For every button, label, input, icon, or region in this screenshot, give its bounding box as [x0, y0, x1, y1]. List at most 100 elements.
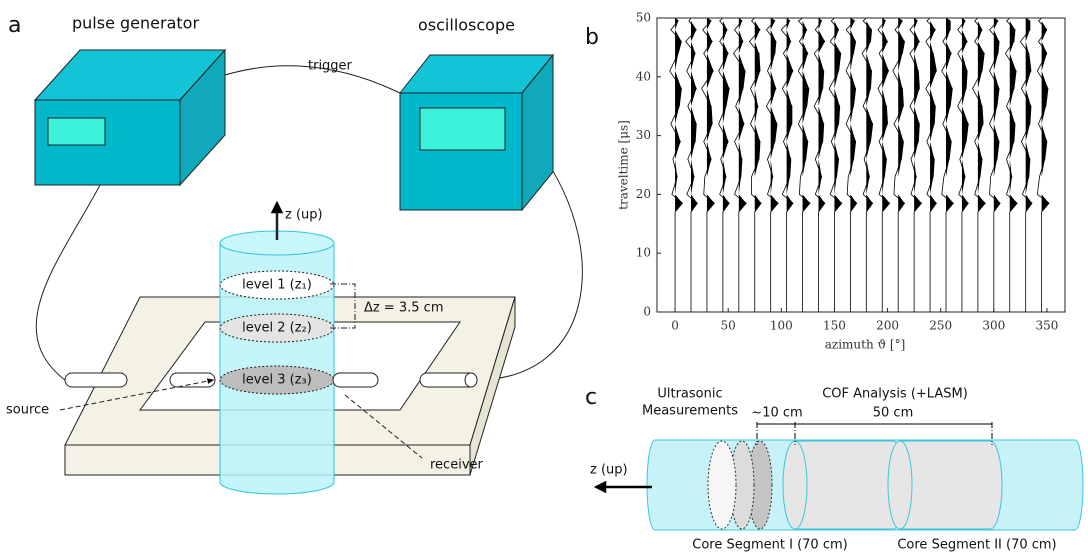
trace-fill [802, 18, 810, 312]
y-axis-label: traveltime [μs] [617, 120, 631, 210]
trigger-wire [224, 65, 401, 94]
x-tick-label: 350 [1035, 319, 1058, 333]
trace [845, 17, 858, 312]
label: Ultrasonic [657, 387, 722, 402]
trace [701, 17, 715, 312]
us-disk [729, 440, 755, 530]
label: z (up) [590, 463, 628, 478]
x-tick-label: 50 [721, 319, 736, 333]
screen [47, 117, 106, 146]
label: ~10 cm [751, 406, 802, 421]
segment [899, 440, 1003, 530]
label: oscilloscope [418, 16, 515, 35]
trace [733, 17, 747, 312]
trace-fill [691, 18, 698, 312]
trace-fill [946, 18, 954, 312]
y-tick-label: 30 [636, 128, 651, 142]
trace [909, 17, 923, 312]
trace [925, 17, 937, 312]
chart: azimuth ϑ [°] traveltime [μs] 0 10 20 30 40 5… [617, 11, 1066, 352]
frame-side [469, 296, 516, 476]
trace-fill [961, 18, 969, 312]
panel-label: c [585, 385, 597, 410]
trace-fill [675, 18, 683, 312]
x-tick-label: 300 [982, 319, 1005, 333]
x-axis-label: azimuth ϑ [°] [825, 338, 906, 352]
x-tick-label: 0 [671, 319, 679, 333]
trace-fill [722, 18, 730, 312]
label: trigger [308, 59, 353, 74]
us-disk [707, 440, 737, 530]
trace [1036, 17, 1050, 312]
trace [877, 17, 891, 312]
y-tick-label: 40 [636, 69, 651, 83]
trace-fill [1041, 18, 1050, 312]
x-tick-label: 100 [770, 319, 793, 333]
trace-fill [930, 18, 937, 312]
trace [989, 17, 1001, 312]
label: pulse generator [72, 14, 199, 33]
y-tick-label: 10 [636, 246, 651, 260]
trace [892, 17, 906, 312]
trace-fill [914, 18, 922, 312]
trace [748, 17, 762, 312]
trace-fill [977, 18, 986, 312]
trace [685, 17, 698, 312]
trace [780, 17, 794, 312]
label: 50 cm [873, 406, 914, 421]
trace [765, 17, 779, 312]
x-tick-label: 150 [823, 319, 846, 333]
label: Core Segment I (70 cm) [692, 538, 847, 553]
label: COF Analysis (+LASM) [822, 387, 968, 402]
receiver-line [344, 394, 423, 459]
trace-fill [786, 18, 793, 312]
level-disk [219, 270, 335, 300]
trace-fill [898, 18, 905, 312]
y-tick-label: 50 [636, 11, 651, 25]
panel-a [33, 48, 583, 495]
label: z (up) [285, 208, 323, 223]
trace [941, 17, 955, 312]
trace [797, 17, 811, 312]
label: Δz = 3.5 cm [364, 301, 444, 316]
y-tick-label: 20 [636, 187, 651, 201]
trace [1005, 17, 1018, 312]
panel-label: b [585, 25, 599, 50]
panel-label: a [8, 13, 21, 38]
trace [861, 17, 874, 312]
y-tick-label: 0 [643, 305, 651, 319]
label: Measurements [642, 404, 738, 419]
screen [419, 107, 506, 151]
trace [828, 17, 843, 312]
trace [1019, 17, 1033, 312]
panel-c [593, 422, 1084, 531]
trace-fill [818, 18, 825, 312]
brackets [756, 422, 993, 445]
us-disk [747, 440, 773, 530]
wire [35, 184, 101, 381]
label: source [6, 403, 49, 418]
wire [474, 144, 583, 381]
segment-end [887, 440, 913, 530]
label: receiver [430, 458, 484, 473]
x-tick-label: 250 [929, 319, 952, 333]
trace-fill [1009, 18, 1018, 312]
trace-fill [738, 18, 747, 312]
trace-fill [770, 18, 779, 312]
trace-fill [1025, 18, 1033, 312]
x-tick-label: 200 [876, 319, 899, 333]
trace-fill [754, 18, 762, 312]
plot-frame [656, 17, 1066, 313]
label: level 3 (z₃) [242, 373, 312, 388]
label: level 2 (z₂) [242, 321, 312, 336]
trace [718, 17, 730, 312]
trace-fill [866, 18, 873, 312]
trace-fill [706, 18, 715, 312]
label: level 1 (z₁) [242, 278, 312, 293]
trace [813, 17, 826, 312]
dz-bracket [330, 283, 356, 329]
trace [972, 17, 986, 312]
transducers [64, 372, 478, 388]
trace [669, 17, 684, 312]
